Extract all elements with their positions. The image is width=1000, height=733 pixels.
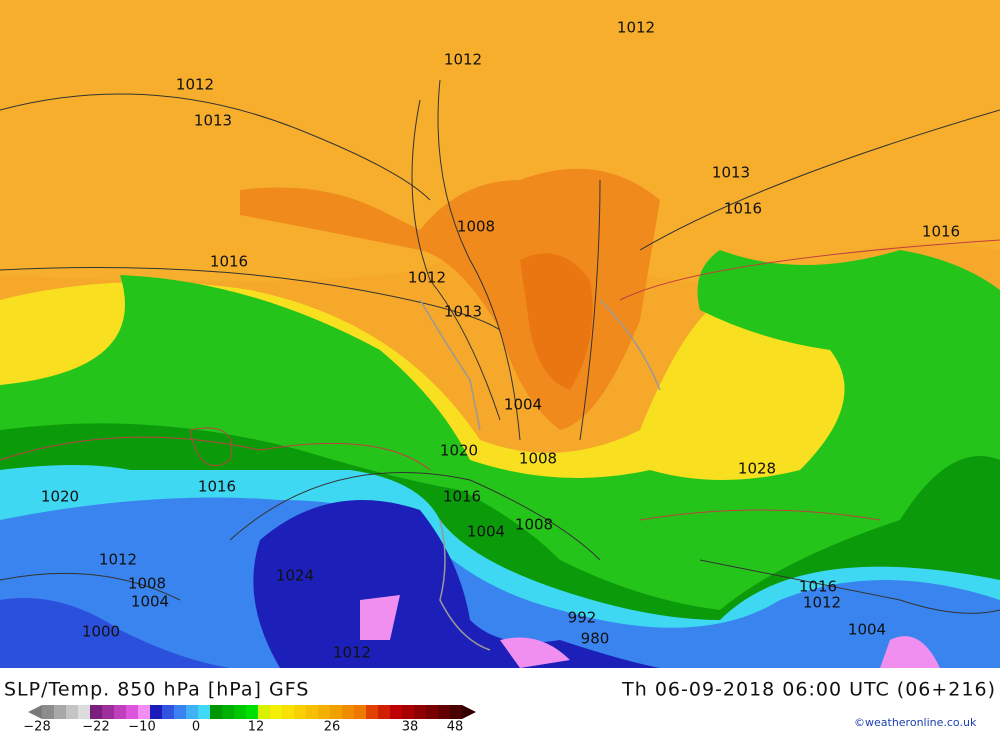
isobar-label: 1008 [515,516,553,534]
map-fields [0,0,1000,668]
isobar-label: 1012 [408,269,446,287]
map-datetime: Th 06-09-2018 06:00 UTC (06+216) [621,679,996,701]
colorbar-swatch [438,705,450,719]
isobar-label: 1013 [712,164,750,182]
colorbar-swatch [402,705,414,719]
colorbar-swatch [78,705,90,719]
isobar-label: 992 [568,609,597,627]
colorbar-swatch [210,705,222,719]
isobar-label: 1013 [444,303,482,321]
colorbar-swatch [174,705,186,719]
colorbar-label: −28 [23,720,50,733]
colorbar-swatch [294,705,306,719]
colorbar-swatch [414,705,426,719]
colorbar-label: 48 [447,720,464,733]
isobar-label: 1013 [194,112,232,130]
colorbar-swatch [198,705,210,719]
isobar-label: 1016 [210,253,248,271]
colorbar-swatch [186,705,198,719]
colorbar-swatch [426,705,438,719]
colorbar-label: −22 [82,720,109,733]
isobar-label: 1016 [799,578,837,596]
isobar-label: 1008 [128,575,166,593]
colorbar-swatch [162,705,174,719]
colorbar-swatch [390,705,402,719]
isobar-label: 1016 [724,200,762,218]
isobar-label: 1016 [198,478,236,496]
isobar-label: 1004 [467,523,505,541]
colorbar-swatch [66,705,78,719]
isobar-label: 1016 [443,488,481,506]
colorbar-label: 0 [192,720,200,733]
colorbar-arrow-left [28,705,42,719]
isobar-label: 1012 [444,51,482,69]
colorbar-swatch [330,705,342,719]
colorbar-swatch [306,705,318,719]
colorbar-swatch [354,705,366,719]
colorbar-swatch [114,705,126,719]
isobar-label: 1012 [333,644,371,662]
colorbar-swatch [246,705,258,719]
colorbar-swatch [126,705,138,719]
colorbar-swatch [150,705,162,719]
colorbar-label: −10 [128,720,155,733]
colorbar-swatch [90,705,102,719]
isobar-label: 1012 [803,594,841,612]
colorbar-swatch [378,705,390,719]
colorbar-label: 12 [248,720,265,733]
colorbar-swatch [234,705,246,719]
isobar-label: 1024 [276,567,314,585]
isobar-label: 1004 [848,621,886,639]
colorbar-arrow-right [462,705,476,719]
isobar-label: 1012 [617,19,655,37]
colorbar-swatch [54,705,66,719]
isobar-label: 1028 [738,460,776,478]
isobar-label: 1012 [176,76,214,94]
isobar-label: 1020 [41,488,79,506]
colorbar: −28 −22 −10 0 12 26 38 48 [23,705,476,733]
colorbar-swatch [102,705,114,719]
colorbar-label: 38 [402,720,419,733]
isobar-label: 1004 [131,593,169,611]
colorbar-swatch [42,705,54,719]
isobar-labels: 1012 1012 1012 1012 1013 1013 1013 1016 1016 1016… [41,19,960,662]
map-title: SLP/Temp. 850 hPa [hPa] GFS [4,679,309,701]
isobar-label: 1012 [99,551,137,569]
isobar-label: 1004 [504,396,542,414]
colorbar-swatch [282,705,294,719]
isobar-label: 1008 [519,450,557,468]
isobar-label: 980 [581,630,610,648]
isobar-label: 1016 [922,223,960,241]
colorbar-swatch [258,705,270,719]
colorbar-swatch [222,705,234,719]
colorbar-swatch [318,705,330,719]
credit: ©weatheronline.co.uk [854,716,977,729]
colorbar-swatch [138,705,150,719]
colorbar-label: 26 [324,720,341,733]
isobar-label: 1020 [440,442,478,460]
colorbar-swatch [342,705,354,719]
isobar-label: 1008 [457,218,495,236]
colorbar-swatch [450,705,462,719]
colorbar-swatch [366,705,378,719]
isobar-label: 1000 [82,623,120,641]
colorbar-swatch [270,705,282,719]
